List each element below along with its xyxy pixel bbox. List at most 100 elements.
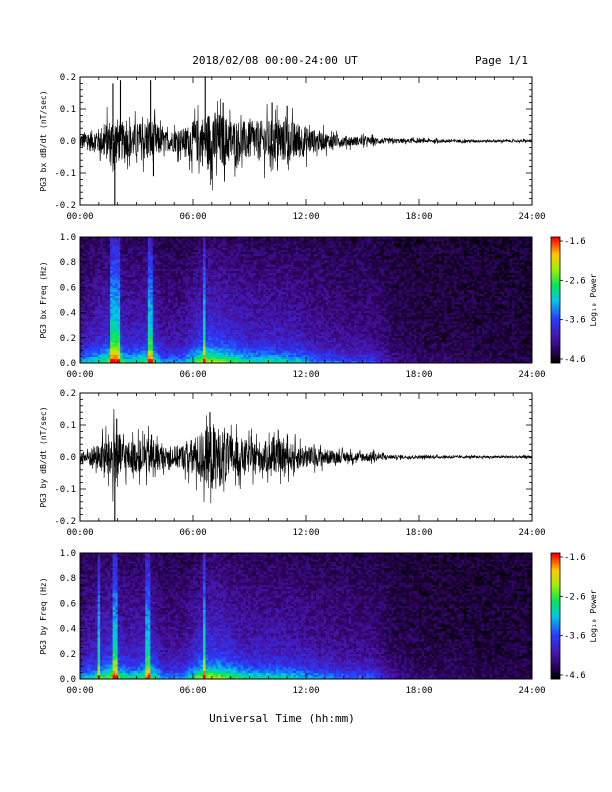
spectrogram-cell (157, 287, 161, 290)
spectrogram-cell (258, 291, 262, 294)
spectrogram-cell (213, 314, 216, 318)
spectrogram-cell (122, 262, 126, 265)
spectrogram-cell (182, 356, 186, 360)
spectrogram-cell (208, 297, 211, 301)
spectrogram-cell (130, 308, 134, 311)
spectrogram-cell (85, 356, 88, 360)
spectrogram-cell (147, 281, 151, 284)
spectrogram-cell (187, 337, 191, 341)
spectrogram-cell (177, 346, 181, 349)
spectrogram-cell (137, 293, 141, 297)
spectrogram-cell (220, 352, 224, 355)
spectrogram-cell (228, 274, 231, 278)
spectrogram-cell (278, 325, 282, 328)
spectrogram-cell (238, 333, 242, 336)
spectrogram-cell (157, 237, 161, 240)
spectrogram-cell (122, 318, 126, 322)
spectrogram-cell (87, 279, 91, 282)
spectrogram-cell (80, 283, 83, 286)
spectrogram-cell (155, 306, 159, 309)
spectrogram-cell (220, 287, 224, 290)
spectrogram-cell (210, 247, 214, 250)
spectrogram-cell (215, 237, 219, 240)
spectrogram-cell (92, 335, 96, 339)
spectrogram-cell (137, 274, 141, 278)
spectrogram-cell (255, 241, 259, 244)
spectrogram-cell (228, 283, 231, 286)
spectrogram-cell (185, 262, 189, 265)
spectrogram-cell (187, 333, 191, 336)
spectrogram-cell (120, 310, 123, 313)
spectrogram-cell (152, 337, 156, 341)
spectrogram-cell (175, 325, 179, 328)
spectrogram-cell (102, 249, 106, 252)
spectrogram-cell (245, 352, 249, 355)
spectrogram-cell (90, 247, 93, 250)
spectrogram-cell (127, 253, 131, 257)
spectrogram-cell (233, 289, 236, 292)
spectrogram-cell (195, 354, 199, 357)
spectrogram-cell (198, 260, 201, 263)
spectrogram-cell (200, 316, 204, 320)
spectrogram-cell (120, 276, 123, 280)
spectrogram-cell (157, 352, 161, 355)
spectrogram-cell (160, 274, 164, 278)
spectrogram-cell (117, 308, 121, 311)
spectrogram-cell (280, 295, 284, 299)
spectrogram-cell (172, 249, 176, 252)
spectrogram-cell (260, 312, 264, 315)
spectrogram-cell (140, 356, 144, 360)
spectrogram-cell (205, 272, 209, 276)
spectrogram-cell (172, 266, 176, 269)
spectrogram-cell (263, 281, 267, 284)
spectrogram-cell (137, 356, 141, 360)
spectrogram-cell (273, 318, 277, 322)
spectrogram-cell (135, 253, 139, 257)
spectrogram-cell (270, 316, 274, 320)
spectrogram-cell (150, 293, 154, 297)
spectrogram-cell (193, 354, 196, 357)
spectrogram-cell (195, 262, 199, 265)
spectrogram-cell (215, 329, 219, 332)
spectrogram-cell (235, 356, 239, 360)
spectrogram-cell (198, 239, 201, 242)
spectrogram-cell (157, 264, 161, 267)
spectrogram-cell (100, 310, 103, 313)
spectrogram-cell (87, 360, 91, 364)
spectrogram-cell (102, 276, 106, 280)
spectrogram-cell (230, 247, 234, 250)
spectrogram-cell (97, 251, 101, 255)
spectrogram-cell (228, 268, 231, 271)
spectrogram-cell (220, 312, 224, 315)
spectrogram-cell (95, 245, 98, 248)
spectrogram-cell (80, 237, 83, 240)
spectrogram-cell (100, 304, 103, 307)
spectrogram-cell (102, 285, 106, 288)
spectrogram-cell (210, 344, 214, 347)
spectrogram-cell (132, 272, 136, 276)
spectrogram-cell (275, 360, 279, 364)
spectrogram-cell (263, 358, 267, 362)
spectrogram-cell (160, 291, 164, 294)
spectrogram-cell (263, 268, 267, 271)
spectrogram-cell (265, 295, 269, 299)
spectrogram-cell (248, 249, 252, 252)
spectrogram-cell (213, 239, 216, 242)
spectrogram-cell (278, 266, 282, 269)
spectrogram-cell (253, 352, 257, 355)
spectrogram-cell (157, 327, 161, 330)
spectrogram-cell (208, 337, 211, 341)
spectrogram-cell (240, 245, 244, 248)
spectrogram-cell (215, 293, 219, 297)
spectrogram-cell (167, 272, 171, 276)
spectrogram-cell (220, 358, 224, 362)
spectrogram-cell (270, 348, 274, 351)
spectrogram-cell (122, 360, 126, 364)
spectrogram-cell (223, 289, 226, 292)
spectrogram-cell (193, 333, 196, 336)
spectrogram-cell (208, 266, 211, 269)
spectrogram-cell (160, 304, 164, 307)
spectrogram-cell (165, 245, 169, 248)
spectrogram-cell (185, 335, 189, 339)
spectrogram-cell (228, 316, 231, 320)
